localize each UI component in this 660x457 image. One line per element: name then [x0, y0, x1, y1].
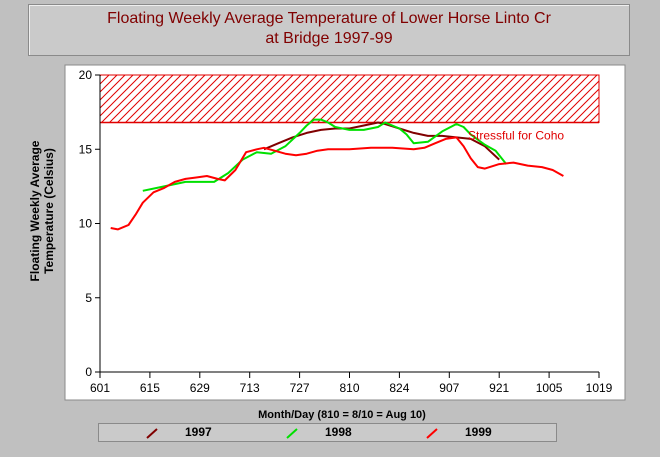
- legend-swatch-1999: [426, 428, 438, 439]
- legend-label-1999: 1999: [465, 425, 492, 439]
- legend-label-1997: 1997: [185, 425, 212, 439]
- y-axis-label-line-1: Floating Weekly Average: [28, 140, 42, 281]
- x-tick-label: 615: [140, 381, 160, 395]
- y-axis-label-line-2: Temperature (Celsius): [42, 148, 56, 274]
- y-tick-label: 5: [85, 291, 92, 305]
- series-line-1997: [263, 121, 500, 161]
- x-axis-label: Month/Day (810 = 8/10 = Aug 10): [258, 409, 426, 421]
- x-tick-label: 921: [489, 381, 509, 395]
- legend-label-1998: 1998: [325, 425, 352, 439]
- x-tick-label: 824: [389, 381, 409, 395]
- chart-title-box: Floating Weekly Average Temperature of L…: [28, 4, 630, 56]
- x-tick-label: 601: [90, 381, 110, 395]
- legend: 1997 1998 1999: [98, 423, 557, 442]
- chart-title-line-1: Floating Weekly Average Temperature of L…: [107, 10, 551, 27]
- legend-swatch-1997: [146, 428, 158, 439]
- x-tick-label: 629: [190, 381, 210, 395]
- stressful-threshold-band: [99, 74, 600, 124]
- x-tick-label: 810: [339, 381, 359, 395]
- x-tick-label: 907: [439, 381, 459, 395]
- y-tick-label: 15: [79, 142, 93, 156]
- series-line-1999: [110, 136, 564, 231]
- x-tick-label: 727: [290, 381, 310, 395]
- y-tick-label: 10: [79, 217, 93, 231]
- chart-title-line-2: at Bridge 1997-99: [265, 30, 393, 47]
- legend-swatch-1998: [286, 428, 298, 439]
- series-line-1998: [142, 118, 508, 192]
- y-tick-label: 20: [79, 68, 93, 82]
- x-tick-label: 1005: [536, 381, 563, 395]
- x-tick-label: 713: [240, 381, 260, 395]
- y-tick-label: 0: [85, 365, 92, 379]
- x-tick-label: 1019: [586, 381, 613, 395]
- threshold-label: Stressful for Coho: [468, 129, 564, 143]
